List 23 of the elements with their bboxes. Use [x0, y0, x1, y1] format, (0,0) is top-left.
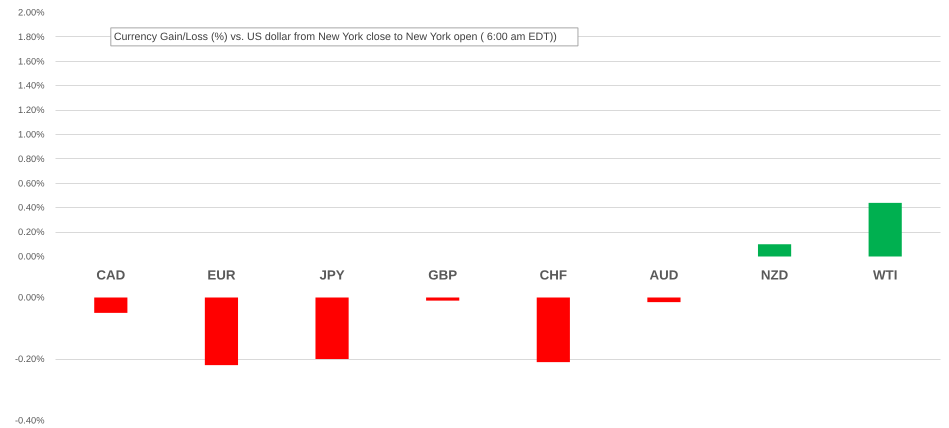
y-tick-label: 1.00%	[18, 130, 45, 140]
y-tick-label: 1.20%	[18, 105, 45, 116]
y-tick-label: 1.40%	[18, 80, 45, 91]
text: Currency Gain/Loss (%) vs. US dollar from New York close to New York open ( 6:00 am EDT))	[114, 30, 557, 43]
y-tick-label: 0.80%	[18, 154, 45, 164]
y-tick-label: 1.80%	[18, 32, 45, 42]
x-tick-label: AUD	[650, 268, 679, 282]
x-tick-label: NZD	[760, 268, 789, 282]
y-tick-label: 0.00%	[18, 292, 45, 302]
y-tick-label: 0.20%	[18, 227, 45, 238]
y-tick-label: -0.20%	[14, 354, 45, 364]
y-tick-label: -0.40%	[14, 416, 45, 426]
y-tick-label: 2.00%	[18, 8, 45, 18]
x-tick-label: EUR	[207, 268, 236, 282]
y-tick-label: 1.60%	[18, 56, 45, 66]
x-tick-label: CHF	[540, 268, 568, 282]
x-tick-label: WTI	[872, 268, 898, 282]
x-tick-label: CAD	[96, 268, 126, 282]
y-tick-label: 0.60%	[18, 178, 45, 188]
x-tick-label: JPY	[319, 268, 345, 282]
y-tick-label: 0.40%	[18, 202, 45, 213]
x-tick-label: GBP	[428, 268, 458, 282]
y-tick-label: 0.00%	[18, 252, 45, 262]
